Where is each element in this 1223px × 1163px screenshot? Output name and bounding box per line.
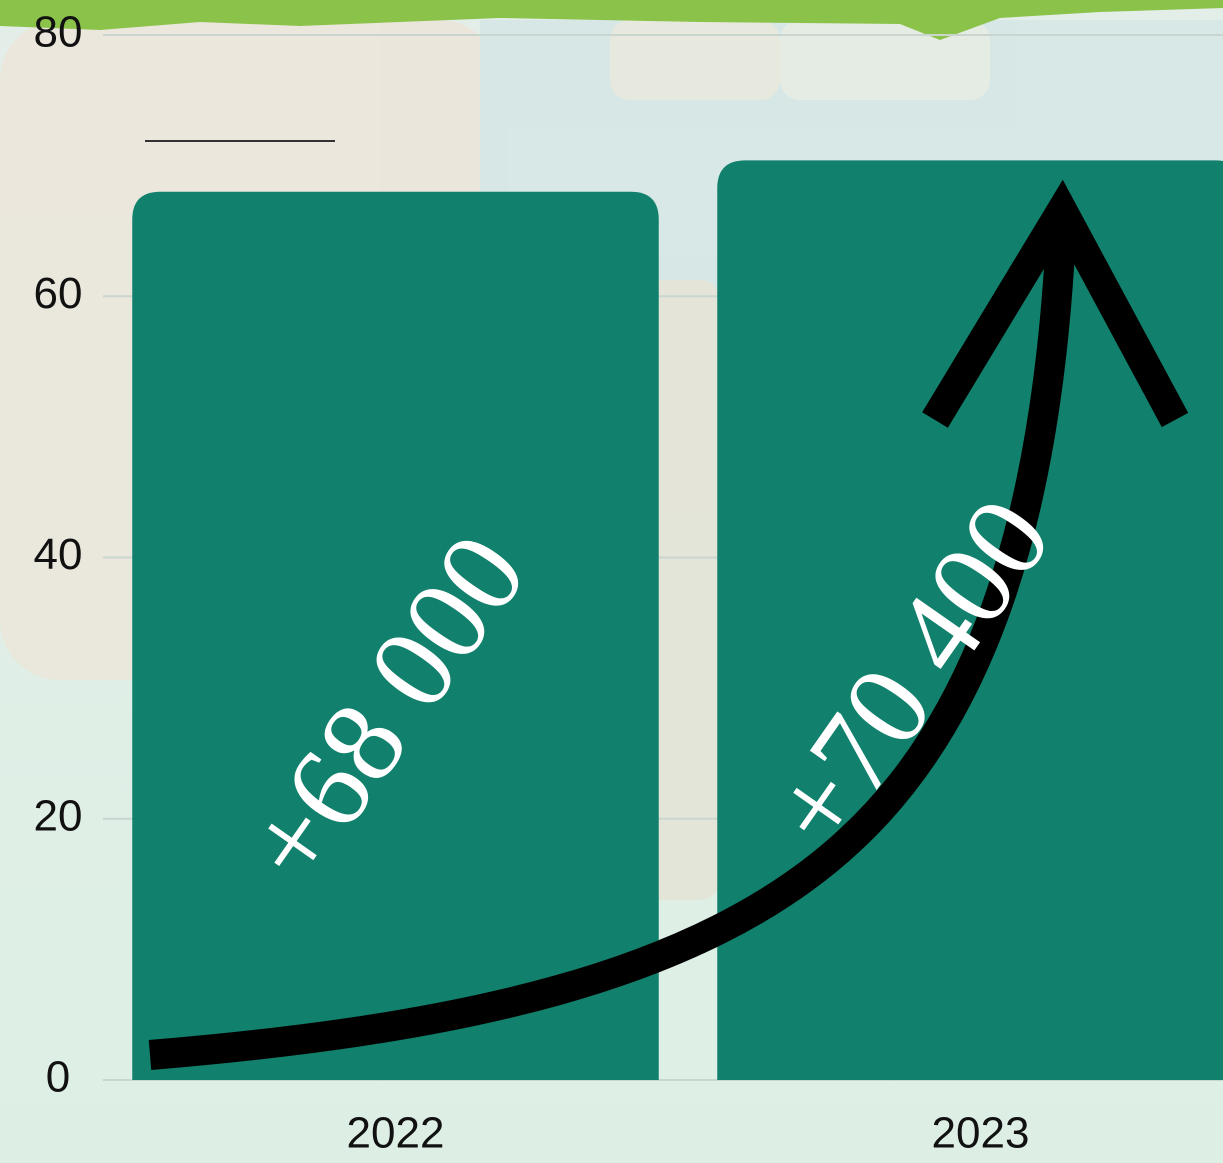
chart: 0204060802022+68 0002023+70 400 bbox=[0, 0, 1223, 1163]
y-tick-label: 80 bbox=[34, 8, 83, 57]
x-tick-label: 2023 bbox=[932, 1109, 1030, 1158]
y-tick-label: 0 bbox=[46, 1053, 70, 1102]
y-tick-label: 40 bbox=[34, 530, 83, 579]
x-tick-label: 2022 bbox=[347, 1109, 445, 1158]
page: 0204060802022+68 0002023+70 400 (() => {… bbox=[0, 0, 1223, 1163]
y-tick-label: 20 bbox=[34, 791, 83, 840]
y-tick-label: 60 bbox=[34, 269, 83, 318]
